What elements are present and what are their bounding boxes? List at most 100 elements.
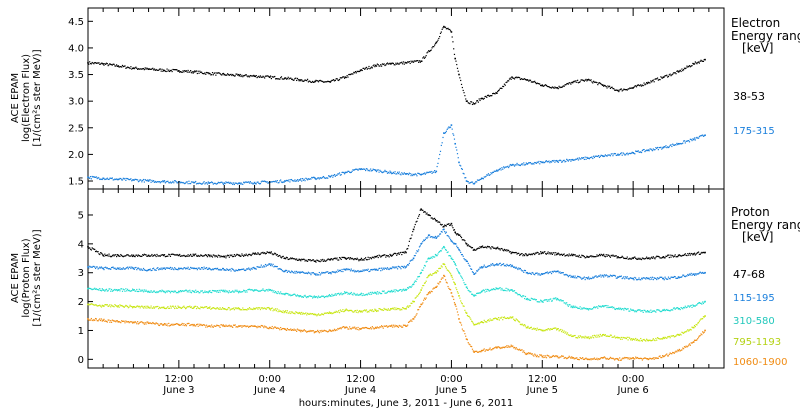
- electron-dot: [148, 68, 151, 70]
- proton-dot: [486, 349, 488, 351]
- electron-dot: [442, 27, 444, 29]
- electron-dot: [518, 164, 520, 166]
- electron-dot: [373, 64, 375, 66]
- proton-dot: [614, 335, 616, 337]
- proton-dot: [444, 224, 447, 227]
- proton-dot: [534, 274, 536, 276]
- proton-dot: [606, 255, 608, 257]
- electron-dot: [192, 181, 194, 183]
- electron-dot: [341, 171, 343, 174]
- electron-dot: [410, 60, 412, 62]
- electron-dot: [351, 73, 353, 75]
- proton-dot: [362, 258, 364, 260]
- proton-dot: [472, 294, 474, 296]
- proton-dot: [528, 253, 530, 255]
- proton-dot: [393, 307, 395, 309]
- proton-dot: [501, 247, 503, 250]
- proton-point-47-68-0: [87, 245, 89, 248]
- proton-dot: [303, 329, 305, 331]
- proton-dot: [158, 255, 161, 257]
- proton-dot: [308, 313, 310, 315]
- proton-dot: [447, 285, 449, 288]
- proton-dot: [655, 337, 657, 340]
- proton-dot: [245, 269, 247, 271]
- electron-dot: [235, 73, 237, 75]
- proton-point-1060-1900-29: [458, 318, 460, 320]
- electron-dot: [236, 73, 238, 75]
- proton-dot: [335, 329, 337, 331]
- proton-dot: [591, 308, 593, 310]
- proton-dot: [90, 303, 92, 305]
- electron-dot: [683, 140, 686, 142]
- proton-dot: [211, 255, 213, 257]
- electron-dot: [386, 170, 388, 173]
- proton-dot: [186, 268, 188, 270]
- proton-dot: [492, 348, 494, 350]
- proton-dot: [222, 255, 225, 257]
- electron-dot: [343, 77, 346, 79]
- proton-dot: [607, 276, 609, 278]
- proton-dot: [257, 252, 259, 254]
- electron-dot: [472, 102, 474, 104]
- proton-dot: [285, 329, 287, 331]
- electron-dot: [453, 53, 456, 56]
- proton-dot: [231, 308, 233, 310]
- electron-dot: [444, 132, 446, 134]
- proton-dot: [545, 253, 548, 255]
- proton-dot: [345, 326, 347, 328]
- proton-dot: [514, 251, 516, 254]
- electron-dot: [373, 169, 375, 171]
- electron-dot: [471, 103, 474, 106]
- proton-point-115-195-40: [602, 274, 604, 277]
- electron-dot: [303, 178, 305, 180]
- electron-dot: [387, 63, 389, 65]
- proton-dot: [697, 302, 699, 305]
- proton-dot: [164, 307, 166, 310]
- electron-dot: [257, 181, 259, 183]
- proton-dot: [643, 338, 645, 341]
- proton-dot: [312, 272, 314, 274]
- electron-dot: [497, 170, 499, 172]
- proton-dot: [558, 299, 560, 301]
- electron-dot: [121, 64, 124, 67]
- electron-dot: [622, 152, 624, 154]
- proton-dot: [136, 305, 138, 307]
- proton-dot: [546, 329, 548, 331]
- proton-point-310-580-27: [450, 257, 453, 260]
- electron-dot: [424, 56, 426, 58]
- electron-dot: [380, 170, 382, 172]
- electron-dot: [417, 60, 419, 62]
- proton-dot: [295, 259, 297, 261]
- electron-dot: [368, 169, 370, 171]
- electron-dot: [434, 171, 437, 174]
- proton-dot: [160, 254, 162, 256]
- proton-point-795-1193-12: [268, 308, 271, 310]
- proton-dot: [143, 269, 145, 271]
- proton-dot: [609, 334, 612, 336]
- proton-dot: [155, 255, 157, 258]
- electron-dot: [438, 157, 440, 160]
- electron-dot: [449, 28, 451, 31]
- proton-dot: [350, 291, 352, 294]
- proton-dot: [401, 253, 403, 256]
- proton-point-47-68-24: [427, 214, 430, 216]
- proton-dot: [418, 293, 420, 296]
- electron-dot: [585, 158, 587, 160]
- proton-dot: [540, 274, 542, 276]
- electron-dot: [606, 87, 608, 89]
- proton-dot: [195, 305, 197, 307]
- electron-dot: [489, 174, 491, 176]
- proton-dot: [535, 329, 537, 331]
- electron-dot: [306, 179, 309, 181]
- proton-dot: [118, 268, 120, 270]
- electron-dot: [449, 30, 452, 32]
- proton-point-115-195-30: [465, 260, 468, 262]
- electron-dot: [495, 170, 497, 172]
- proton-dot: [468, 290, 470, 292]
- electron-dot: [698, 136, 700, 138]
- proton-dot: [461, 277, 463, 279]
- proton-dot: [568, 334, 570, 336]
- proton-dot: [322, 295, 324, 297]
- proton-dot: [453, 260, 455, 263]
- electron-dot: [679, 69, 681, 72]
